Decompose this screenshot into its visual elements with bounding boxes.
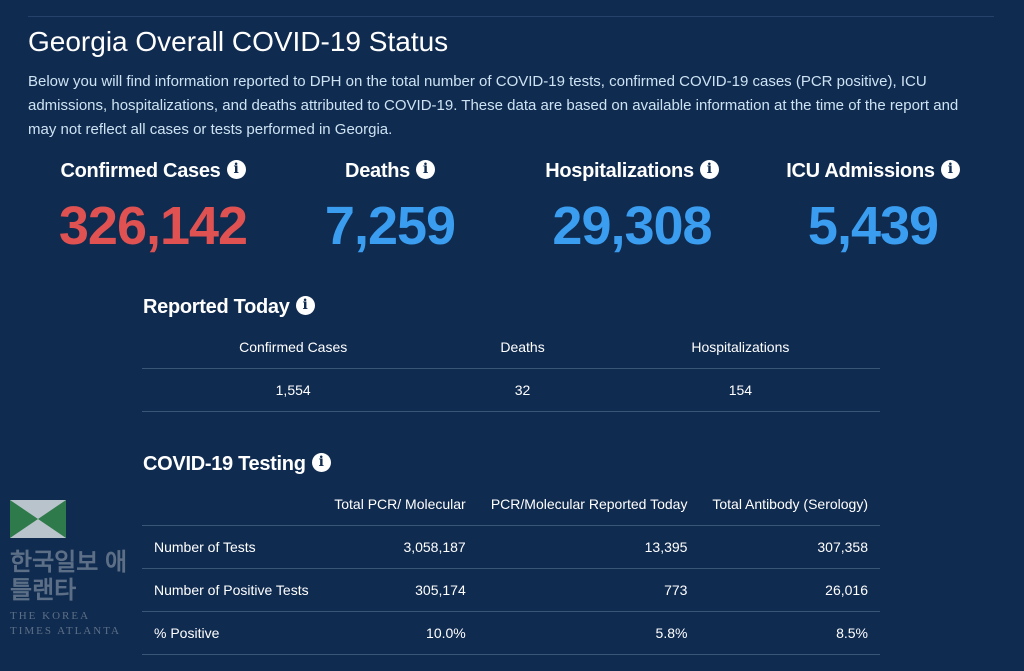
table-row: % Positive 10.0% 5.8% 8.5% bbox=[142, 611, 880, 655]
column-header: Total PCR/ Molecular bbox=[321, 483, 478, 526]
info-icon[interactable]: i bbox=[415, 160, 435, 179]
watermark-english: THE KOREA TIMES ATLANTA bbox=[10, 610, 121, 637]
heading-text: COVID-19 Testing bbox=[143, 453, 306, 475]
stat-icu-admissions: ICU Admissions i 5,439 bbox=[753, 160, 993, 257]
cell: 773 bbox=[477, 568, 700, 612]
info-icon[interactable]: i bbox=[295, 296, 315, 315]
info-icon[interactable]: i bbox=[311, 453, 331, 472]
stat-hospitalizations: Hospitalizations i 29,308 bbox=[512, 160, 752, 257]
stat-value: 326,142 bbox=[58, 196, 248, 256]
column-header: Deaths bbox=[444, 326, 601, 369]
row-label: Number of Positive Tests bbox=[142, 568, 322, 612]
reported-today-table: Confirmed Cases Deaths Hospitalizations 1,… bbox=[142, 326, 880, 412]
table-row: Number of Tests 3,058,187 13,395 307,358 bbox=[142, 525, 880, 569]
cell: 1,554 bbox=[142, 368, 445, 412]
stat-label: Hospitalizations bbox=[545, 160, 694, 182]
cell: 305,174 bbox=[321, 568, 478, 612]
cell: 307,358 bbox=[699, 525, 880, 569]
column-header: PCR/Molecular Reported Today bbox=[477, 483, 700, 526]
cell: 154 bbox=[600, 368, 880, 412]
testing-heading: COVID-19 Testing i bbox=[143, 453, 331, 476]
watermark-korean: 한국일보 애틀랜타 bbox=[10, 549, 128, 604]
page-title: Georgia Overall COVID-19 Status bbox=[28, 26, 449, 57]
stat-label: Confirmed Cases bbox=[60, 160, 221, 182]
table-row: 1,554 32 154 bbox=[142, 368, 880, 412]
description: Below you will find information reported… bbox=[28, 73, 959, 138]
column-header: Total Antibody (Serology) bbox=[699, 483, 880, 526]
watermark-logo: 한국일보 애틀랜타 THE KOREA TIMES ATLANTA bbox=[10, 500, 132, 639]
korea-times-logo-icon bbox=[10, 500, 66, 538]
cell: 10.0% bbox=[321, 611, 478, 655]
cell: 5.8% bbox=[477, 611, 700, 655]
divider bbox=[28, 16, 994, 17]
stat-label: Deaths bbox=[345, 160, 410, 182]
column-header bbox=[142, 483, 322, 526]
reported-today-heading: Reported Today i bbox=[143, 296, 315, 319]
stat-value: 7,259 bbox=[324, 196, 456, 256]
column-header: Hospitalizations bbox=[600, 326, 880, 369]
table-row: Number of Positive Tests 305,174 773 26,016 bbox=[142, 568, 880, 612]
info-icon[interactable]: i bbox=[699, 160, 719, 179]
row-label: Number of Tests bbox=[142, 525, 322, 569]
stat-value: 5,439 bbox=[807, 196, 939, 256]
testing-table: Total PCR/ Molecular PCR/Molecular Report… bbox=[142, 483, 880, 655]
row-label: % Positive bbox=[142, 611, 322, 655]
info-icon[interactable]: i bbox=[226, 160, 246, 179]
stat-deaths: Deaths i 7,259 bbox=[270, 160, 510, 257]
cell: 32 bbox=[444, 368, 601, 412]
cell: 26,016 bbox=[699, 568, 880, 612]
stat-confirmed-cases: Confirmed Cases i 326,142 bbox=[33, 160, 273, 257]
info-icon[interactable]: i bbox=[940, 160, 960, 179]
cell: 13,395 bbox=[477, 525, 700, 569]
stat-value: 29,308 bbox=[552, 196, 712, 256]
cell: 8.5% bbox=[699, 611, 880, 655]
column-header: Confirmed Cases bbox=[142, 326, 445, 369]
cell: 3,058,187 bbox=[321, 525, 478, 569]
heading-text: Reported Today bbox=[143, 296, 290, 318]
stat-label: ICU Admissions bbox=[786, 160, 935, 182]
